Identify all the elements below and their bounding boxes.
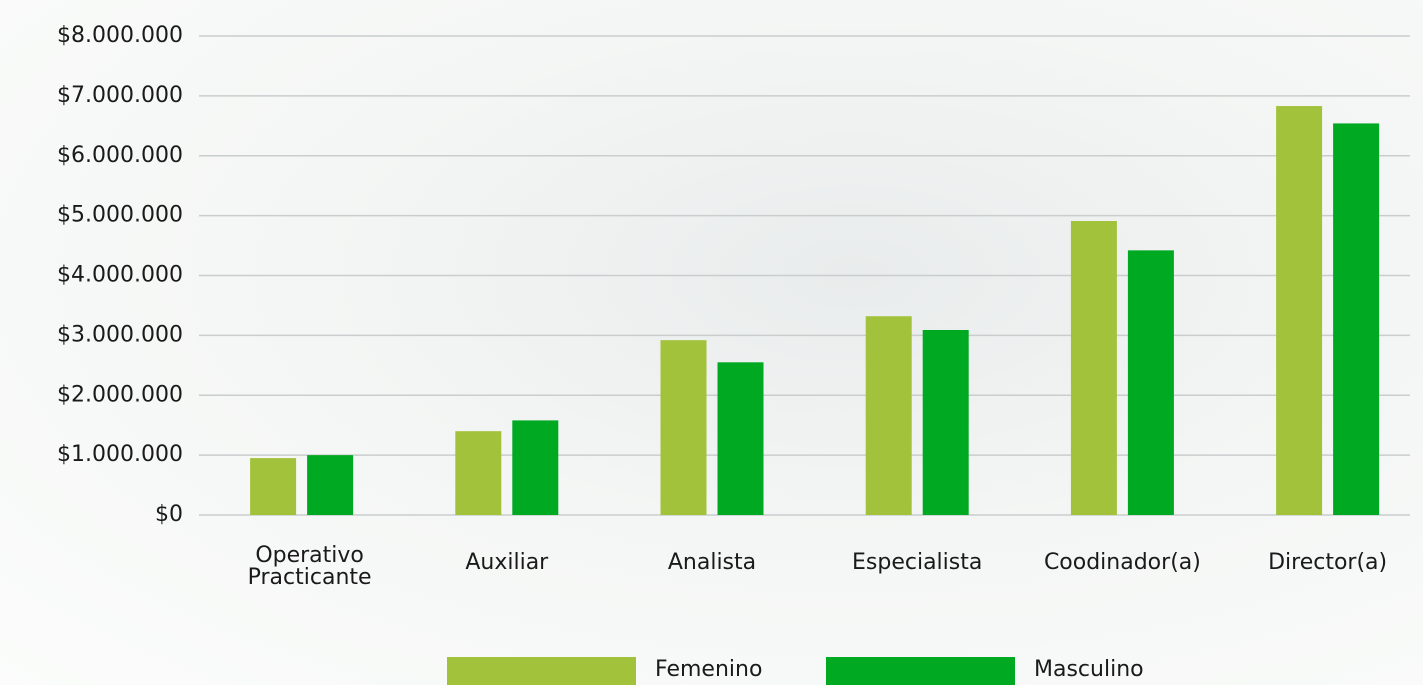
y-tick-label: $6.000.000 (57, 143, 183, 168)
y-tick-label: $7.000.000 (57, 83, 183, 108)
bar (1333, 123, 1379, 515)
y-tick-label: $3.000.000 (57, 322, 183, 347)
chart: $0 $1.000.000 $2.000.000 $3.000.000 $4.000.0… (0, 0, 1423, 685)
bar (1071, 221, 1117, 515)
legend-swatch (447, 657, 636, 685)
legend-label: Masculino (1034, 657, 1144, 682)
y-tick-label: $2.000.000 (57, 382, 183, 407)
x-tick-label: Auxiliar (412, 552, 602, 574)
bar (1276, 106, 1322, 515)
bar (923, 330, 969, 515)
y-tick-label: $1.000.000 (57, 442, 183, 467)
x-tick-label: Director(a) (1233, 552, 1423, 574)
legend-label: Femenino (655, 657, 762, 682)
chart-svg: $0 $1.000.000 $2.000.000 $3.000.000 $4.000.0… (0, 0, 1423, 685)
bar (661, 340, 707, 515)
x-tick-label: Especialista (822, 552, 1012, 574)
bar (250, 458, 296, 515)
y-tick-label: $0 (155, 502, 183, 527)
bar (512, 420, 558, 515)
bar (1128, 250, 1174, 515)
x-tick-label: Coodinador(a) (1027, 552, 1217, 574)
legend-swatch (826, 657, 1015, 685)
x-tick-label: Operativo Practicante (225, 545, 395, 589)
bar (718, 362, 764, 515)
y-tick-label: $5.000.000 (57, 203, 183, 228)
x-tick-label: Analista (617, 552, 807, 574)
y-tick-label: $8.000.000 (57, 23, 183, 48)
bar (455, 431, 501, 515)
bar (866, 316, 912, 515)
y-tick-label: $4.000.000 (57, 263, 183, 288)
bar (307, 455, 353, 515)
